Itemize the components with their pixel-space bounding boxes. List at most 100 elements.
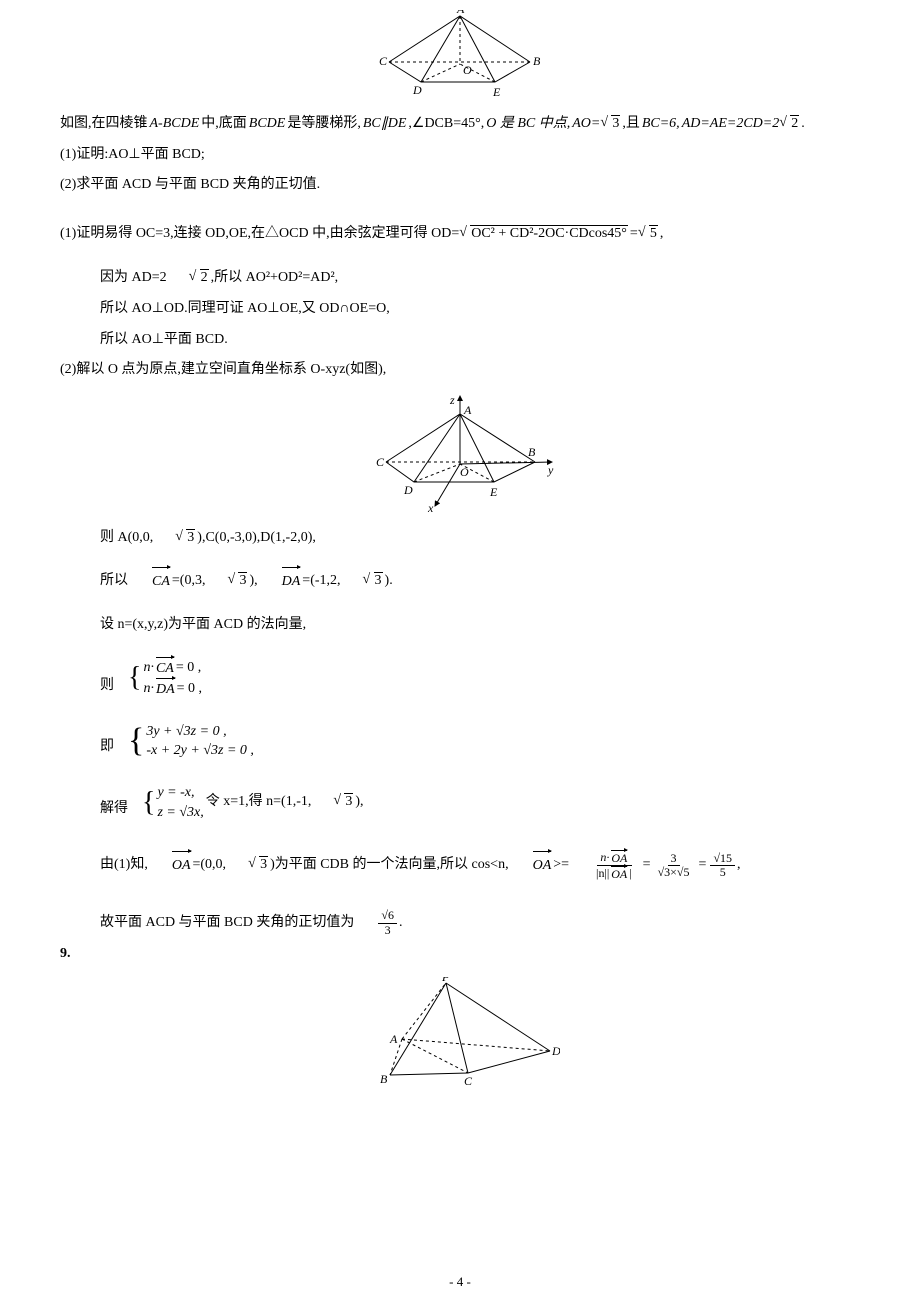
page-footer: - 4 -	[0, 1274, 920, 1290]
sol-p6: 则 A(0,0, 3 ),C(0,-3,0),D(1,-2,0),	[60, 525, 860, 552]
brace-system: { y = -x, z = √3x,	[142, 783, 204, 822]
fraction: √6 3	[378, 909, 397, 936]
label: 即	[100, 734, 114, 761]
brace-system: { n· CA = 0 , n· DA = 0 ,	[128, 657, 204, 700]
vector: OA	[611, 850, 627, 865]
sqrt-arg: 3	[374, 572, 383, 588]
text: A-BCDE	[150, 111, 200, 138]
sol-p3: 所以 AO⊥OD.同理可证 AO⊥OE,又 OD∩OE=O,	[60, 296, 860, 323]
text: =	[643, 852, 651, 879]
sol-p2: 因为 AD=2 2 ,所以 AO²+OD²=AD²,	[60, 265, 860, 292]
text: =	[630, 221, 638, 248]
figure-2: A B C D E O x y z	[60, 394, 860, 519]
text: ),	[249, 568, 257, 595]
sol-p12: 由(1)知, OA =(0,0, 3 )为平面 CDB 的一个法向量,所以 co…	[60, 850, 860, 881]
vector: OA	[611, 866, 627, 881]
text: BCDE	[249, 111, 286, 138]
vector-da: DA	[282, 567, 301, 596]
sqrt: OC² + CD²-2OC·CDcos45°	[461, 221, 628, 248]
sqrt: 5	[640, 221, 658, 248]
sqrt: 2	[191, 265, 209, 292]
text: ),	[355, 789, 363, 816]
text: 则 A(0,0,	[100, 525, 153, 552]
text: 是等腰梯形,	[287, 111, 361, 138]
text: |n||	[596, 867, 609, 880]
svg-text:O: O	[463, 63, 472, 77]
svg-text:E: E	[489, 485, 498, 499]
vector: CA	[156, 657, 174, 679]
text: BC=6,	[642, 111, 680, 138]
text: ,且	[622, 111, 640, 138]
sol-p4: 所以 AO⊥平面 BCD.	[60, 327, 860, 354]
text: = 0 ,	[177, 679, 202, 699]
den: √3×√5	[655, 866, 693, 879]
sqrt-arg: 3	[259, 856, 268, 872]
text: n·	[143, 679, 154, 699]
svg-text:x: x	[427, 501, 434, 514]
text: .	[801, 111, 805, 138]
text: ,所以 AO²+OD²=AD²,	[211, 265, 339, 292]
sqrt-arg: 3	[238, 572, 247, 588]
sqrt-arg: 3	[186, 529, 195, 545]
next-question-label: 9.	[60, 941, 860, 968]
problem-intro: 如图,在四棱锥 A-BCDE 中,底面 BCDE 是等腰梯形, BC∥DE ,∠…	[60, 111, 860, 138]
num: 3	[668, 852, 680, 866]
svg-text:B: B	[533, 54, 541, 68]
svg-text:C: C	[464, 1074, 473, 1087]
text: ,	[737, 852, 741, 879]
brace-system: { 3y + √3z = 0 , -x + 2y + √3z = 0 ,	[128, 722, 254, 761]
figure-3: P A B C D	[60, 977, 860, 1092]
sqrt: 2	[781, 111, 799, 138]
svg-text:z: z	[449, 394, 455, 407]
text: -x + 2y + √3z = 0 ,	[146, 741, 254, 761]
svg-text:D: D	[551, 1044, 560, 1058]
svg-text:A: A	[389, 1032, 398, 1046]
vector-ca: CA	[152, 567, 170, 596]
text: n·	[143, 658, 154, 678]
sqrt-arg: 3	[344, 793, 353, 809]
sol-p10: 即 { 3y + √3z = 0 , -x + 2y + √3z = 0 ,	[60, 722, 860, 761]
text: AD=AE=2CD=2	[682, 111, 780, 138]
label: 则	[100, 673, 114, 700]
problem-q1: (1)证明:AO⊥平面 BCD;	[60, 142, 860, 169]
sol-p13: 故平面 ACD 与平面 BCD 夹角的正切值为 √6 3 .	[60, 909, 860, 936]
problem-q2: (2)求平面 ACD 与平面 BCD 夹角的正切值.	[60, 172, 860, 199]
text: ,	[660, 221, 664, 248]
sol-p9: 则 { n· CA = 0 , n· DA = 0 ,	[60, 657, 860, 700]
sqrt: 3	[250, 852, 268, 879]
sqrt: 3	[602, 111, 620, 138]
text: ),C(0,-3,0),D(1,-2,0),	[197, 525, 316, 552]
vector: DA	[156, 678, 175, 700]
text: AO=	[572, 111, 600, 138]
svg-text:D: D	[412, 83, 422, 97]
svg-text:y: y	[547, 463, 554, 477]
text: 所以	[100, 568, 128, 595]
text: n·	[600, 851, 609, 864]
svg-text:C: C	[376, 455, 385, 469]
figure-1: A B C D E O	[60, 10, 860, 105]
svg-text:C: C	[379, 54, 388, 68]
sqrt-arg: 2	[200, 269, 209, 285]
svg-text:E: E	[492, 85, 501, 99]
text: 3y + √3z = 0 ,	[146, 722, 254, 742]
text: y = -x,	[157, 783, 203, 803]
sol-p8: 设 n=(x,y,z)为平面 ACD 的法向量,	[60, 612, 860, 639]
text: =(0,3,	[172, 568, 206, 595]
text: .	[399, 910, 403, 937]
text: 如图,在四棱锥	[60, 111, 148, 138]
sqrt-arg: 5	[649, 225, 658, 241]
vector-oa: OA	[172, 851, 191, 880]
den: 5	[717, 866, 729, 879]
svg-text:A: A	[456, 10, 465, 16]
text: ,∠DCB=45°,	[408, 111, 484, 138]
sqrt-arg: 3	[611, 115, 620, 131]
text: 因为 AD=2	[100, 265, 167, 292]
sol-p1: (1)证明易得 OC=3,连接 OD,OE,在△OCD 中,由余弦定理可得 OD…	[60, 221, 860, 248]
svg-text:B: B	[380, 1072, 388, 1086]
sqrt-arg: OC² + CD²-2OC·CDcos45°	[470, 225, 628, 241]
sqrt: 3	[229, 568, 247, 595]
text: >=	[553, 852, 569, 879]
text: =(0,0,	[193, 852, 227, 879]
sqrt: 3	[335, 789, 353, 816]
sol-p11: 解得 { y = -x, z = √3x, 令 x=1,得 n=(1,-1, 3…	[60, 783, 860, 822]
